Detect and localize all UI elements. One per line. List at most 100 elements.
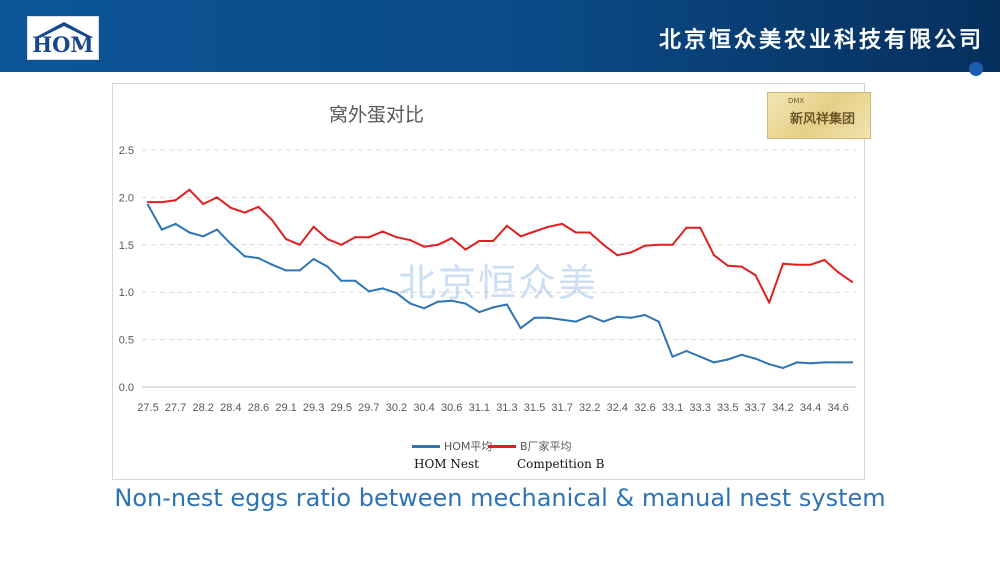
x-tick-label: 31.7: [551, 402, 572, 414]
data-point: [146, 203, 150, 207]
data-point: [298, 269, 302, 272]
y-tick-label: 1.0: [119, 287, 134, 299]
data-point: [395, 236, 398, 239]
x-tick-label: 31.5: [524, 402, 545, 414]
brand-badge-text: 新风祥集团: [790, 112, 856, 127]
y-tick-label: 1.5: [119, 240, 134, 252]
data-point: [588, 231, 591, 234]
legend-sub-b: Competition B: [517, 457, 605, 471]
data-point: [823, 361, 826, 364]
x-tick-label: 27.5: [137, 402, 158, 414]
data-point: [257, 256, 260, 260]
data-point: [491, 306, 495, 309]
data-point: [657, 243, 660, 246]
company-name: 北京恒众美农业科技有限公司: [658, 27, 984, 53]
x-tick-label: 29.5: [331, 402, 352, 414]
data-point: [409, 302, 412, 305]
data-point: [436, 300, 440, 303]
chart-legend: HOM平均 B厂家平均: [0, 438, 1000, 458]
legend-swatch-b: [488, 444, 516, 448]
data-point: [160, 200, 164, 204]
data-point: [616, 254, 619, 257]
data-point: [823, 258, 826, 262]
data-point: [367, 290, 371, 293]
data-point: [188, 231, 191, 234]
data-point: [271, 263, 274, 266]
data-point: [602, 320, 605, 323]
data-point: [795, 263, 798, 266]
x-tick-label: 29.3: [303, 402, 324, 414]
data-point: [740, 353, 743, 356]
data-point: [312, 257, 315, 261]
x-tick-label: 32.6: [634, 402, 655, 414]
data-point: [367, 236, 371, 239]
data-point: [464, 248, 467, 251]
x-tick-label: 28.6: [248, 402, 269, 414]
decorative-dot: [969, 62, 983, 76]
legend-swatch-hom: [412, 444, 440, 448]
data-point: [685, 349, 688, 353]
legend-label-b: B厂家平均: [520, 440, 572, 453]
data-point: [478, 310, 481, 314]
data-point: [740, 265, 743, 268]
data-point: [767, 363, 771, 366]
data-point: [629, 316, 633, 319]
data-point: [353, 279, 357, 283]
data-point: [547, 225, 550, 228]
data-point: [657, 320, 660, 323]
data-point: [450, 236, 453, 240]
x-tick-label: 30.4: [413, 402, 434, 414]
x-tick-label: 32.4: [607, 402, 628, 414]
data-point: [754, 273, 757, 277]
legend-item-b: B厂家平均: [488, 438, 572, 454]
data-point: [312, 225, 315, 228]
data-point: [146, 200, 150, 204]
legend-label-hom: HOM平均: [444, 440, 493, 453]
data-point: [850, 280, 854, 283]
chart-title: 窝外蛋对比: [328, 104, 424, 126]
data-point: [533, 230, 536, 233]
data-point: [629, 251, 633, 254]
x-tick-label: 34.4: [800, 402, 821, 414]
data-point: [781, 366, 785, 370]
data-point: [809, 263, 812, 266]
data-point: [202, 235, 205, 238]
data-point: [795, 361, 798, 364]
data-point: [685, 226, 688, 229]
data-point: [602, 243, 605, 246]
x-tick-label: 30.6: [441, 402, 462, 414]
y-tick-label: 2.5: [119, 145, 134, 157]
x-tick-label: 33.5: [717, 402, 738, 414]
data-point: [588, 314, 591, 318]
data-point: [340, 243, 343, 246]
data-point: [422, 307, 426, 310]
slide-caption: Non-nest eggs ratio between mechanical &…: [114, 484, 886, 512]
data-point: [464, 302, 467, 305]
header-bar: HOM 北京恒众美农业科技有限公司: [0, 0, 1000, 72]
data-point: [712, 361, 716, 364]
data-point: [505, 224, 509, 228]
data-point: [547, 316, 550, 319]
company-logo: HOM: [27, 16, 99, 60]
data-point: [671, 243, 674, 246]
legend-sub-hom: HOM Nest: [414, 457, 479, 471]
data-point: [809, 362, 812, 365]
data-point: [712, 254, 716, 257]
data-point: [381, 230, 384, 233]
watermark: 北京恒众美: [398, 261, 599, 305]
data-point: [505, 303, 509, 306]
data-point: [616, 315, 619, 319]
data-point: [850, 361, 854, 364]
x-tick-label: 29.1: [275, 402, 296, 414]
brand-badge-small-text: DMX: [788, 97, 805, 105]
data-point: [781, 262, 785, 265]
series-line-b: [147, 188, 853, 304]
x-tick-label: 32.2: [579, 402, 600, 414]
data-point: [478, 239, 481, 243]
data-point: [326, 237, 329, 241]
data-point: [698, 226, 702, 229]
data-point: [836, 271, 840, 274]
y-tick-label: 2.0: [119, 192, 134, 204]
data-point: [257, 205, 260, 209]
